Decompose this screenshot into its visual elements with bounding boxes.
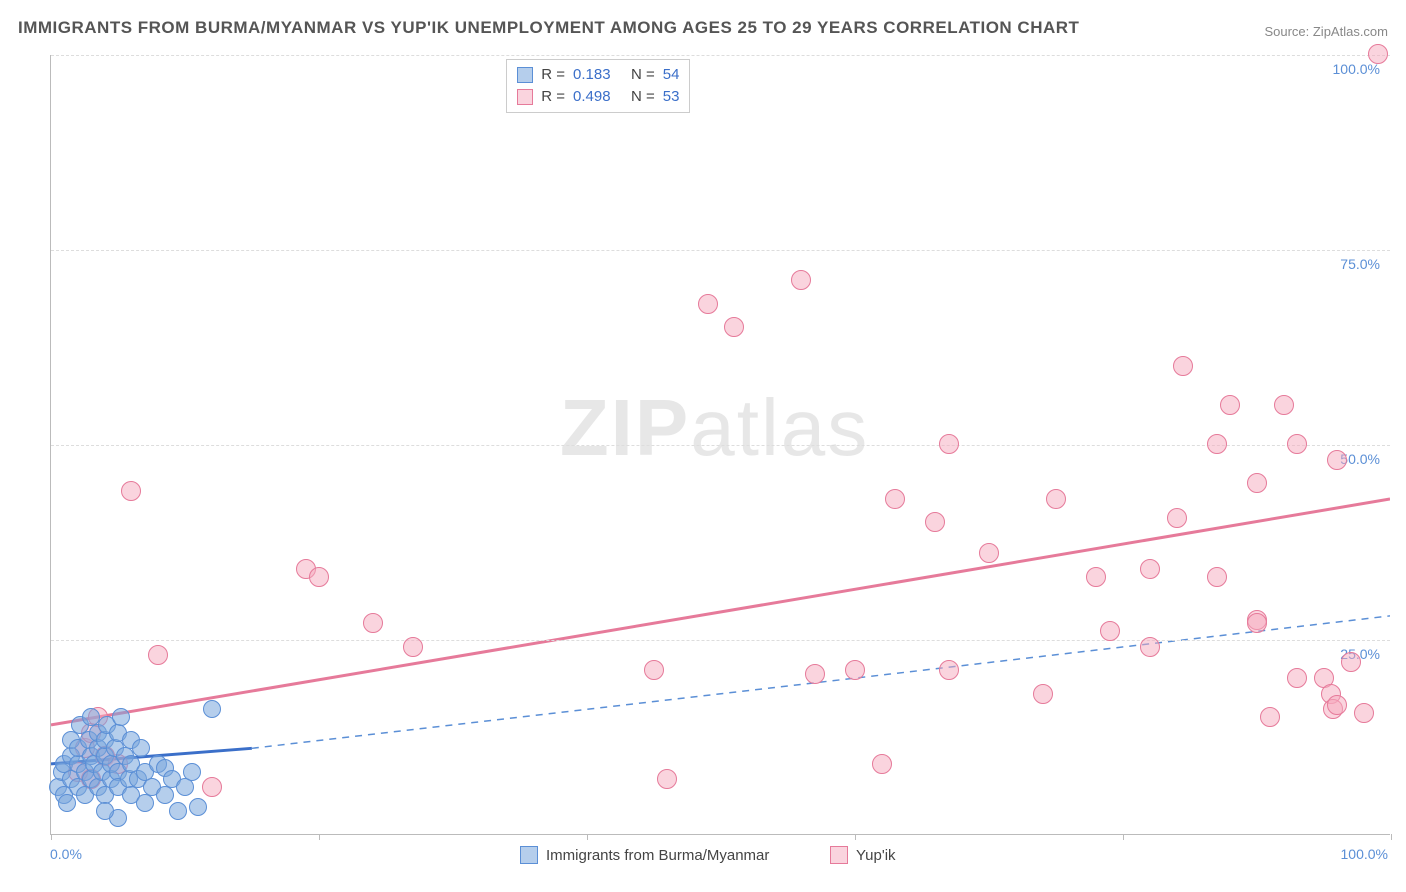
pink-point xyxy=(698,294,718,314)
legend-item: Immigrants from Burma/Myanmar xyxy=(520,846,769,864)
blue-point xyxy=(183,763,201,781)
legend-swatch xyxy=(520,846,538,864)
source-label: Source: xyxy=(1264,24,1312,39)
pink-point xyxy=(1341,652,1361,672)
source-link[interactable]: ZipAtlas.com xyxy=(1313,24,1388,39)
stats-row: R = 0.498 N = 53 xyxy=(517,86,679,108)
pink-point xyxy=(1086,567,1106,587)
correlation-stats-box: R = 0.183 N = 54 R = 0.498 N = 53 xyxy=(506,59,690,113)
x-tick xyxy=(51,834,52,840)
blue-point xyxy=(203,700,221,718)
r-label: R = xyxy=(541,86,565,108)
pink-point xyxy=(1327,450,1347,470)
blue-point xyxy=(112,708,130,726)
watermark: ZIPatlas xyxy=(560,382,869,474)
pink-point xyxy=(1167,508,1187,528)
pink-point xyxy=(1100,621,1120,641)
legend-label: Immigrants from Burma/Myanmar xyxy=(546,847,769,864)
x-tick xyxy=(319,834,320,840)
pink-point xyxy=(845,660,865,680)
pink-point xyxy=(657,769,677,789)
pink-point xyxy=(1173,356,1193,376)
legend-label: Yup'ik xyxy=(856,847,896,864)
pink-point xyxy=(1368,44,1388,64)
n-value: 54 xyxy=(663,64,680,86)
pink-point xyxy=(363,613,383,633)
blue-point xyxy=(176,778,194,796)
pink-point xyxy=(872,754,892,774)
pink-point xyxy=(1287,668,1307,688)
blue-point xyxy=(132,739,150,757)
gridline xyxy=(51,250,1390,251)
pink-point xyxy=(202,777,222,797)
pink-point xyxy=(1354,703,1374,723)
pink-point xyxy=(1140,637,1160,657)
pink-point xyxy=(925,512,945,532)
pink-point xyxy=(148,645,168,665)
pink-point xyxy=(1140,559,1160,579)
pink-point xyxy=(939,660,959,680)
pink-point xyxy=(1247,473,1267,493)
chart-title: IMMIGRANTS FROM BURMA/MYANMAR VS YUP'IK … xyxy=(18,18,1079,38)
legend-item: Yup'ik xyxy=(830,846,896,864)
pink-point xyxy=(309,567,329,587)
pink-point xyxy=(644,660,664,680)
pink-point xyxy=(885,489,905,509)
pink-point xyxy=(939,434,959,454)
pink-point xyxy=(1220,395,1240,415)
pink-point xyxy=(1207,567,1227,587)
pink-point xyxy=(1046,489,1066,509)
legend-swatch xyxy=(517,67,533,83)
stats-row: R = 0.183 N = 54 xyxy=(517,64,679,86)
n-label: N = xyxy=(631,64,655,86)
blue-point xyxy=(189,798,207,816)
pink-point xyxy=(1287,434,1307,454)
gridline xyxy=(51,445,1390,446)
pink-point xyxy=(805,664,825,684)
scatter-plot-area: ZIPatlas R =0.183N =54R =0.498N =53 25.0… xyxy=(50,55,1390,835)
pink-point xyxy=(724,317,744,337)
blue-point xyxy=(136,794,154,812)
n-value: 53 xyxy=(663,86,680,108)
blue-point xyxy=(58,794,76,812)
blue-point xyxy=(156,786,174,804)
pink-point xyxy=(1260,707,1280,727)
r-label: R = xyxy=(541,64,565,86)
x-axis-min-label: 0.0% xyxy=(50,846,82,862)
pink-point xyxy=(1327,695,1347,715)
pink-point xyxy=(1033,684,1053,704)
y-tick-label: 100.0% xyxy=(1333,61,1380,77)
pink-point xyxy=(121,481,141,501)
r-value: 0.498 xyxy=(573,86,623,108)
pink-point xyxy=(979,543,999,563)
y-tick-label: 75.0% xyxy=(1340,256,1380,272)
blue-point xyxy=(96,802,114,820)
r-value: 0.183 xyxy=(573,64,623,86)
x-tick xyxy=(587,834,588,840)
pink-point xyxy=(403,637,423,657)
pink-point xyxy=(1247,613,1267,633)
pink-point xyxy=(1274,395,1294,415)
legend-swatch xyxy=(517,89,533,105)
x-axis-max-label: 100.0% xyxy=(1341,846,1388,862)
x-tick xyxy=(855,834,856,840)
blue-point xyxy=(169,802,187,820)
legend-swatch xyxy=(830,846,848,864)
gridline xyxy=(51,640,1390,641)
pink-point xyxy=(791,270,811,290)
n-label: N = xyxy=(631,86,655,108)
source-attribution: Source: ZipAtlas.com xyxy=(1264,24,1388,39)
gridline xyxy=(51,55,1390,56)
x-tick xyxy=(1123,834,1124,840)
x-tick xyxy=(1391,834,1392,840)
pink-point xyxy=(1207,434,1227,454)
